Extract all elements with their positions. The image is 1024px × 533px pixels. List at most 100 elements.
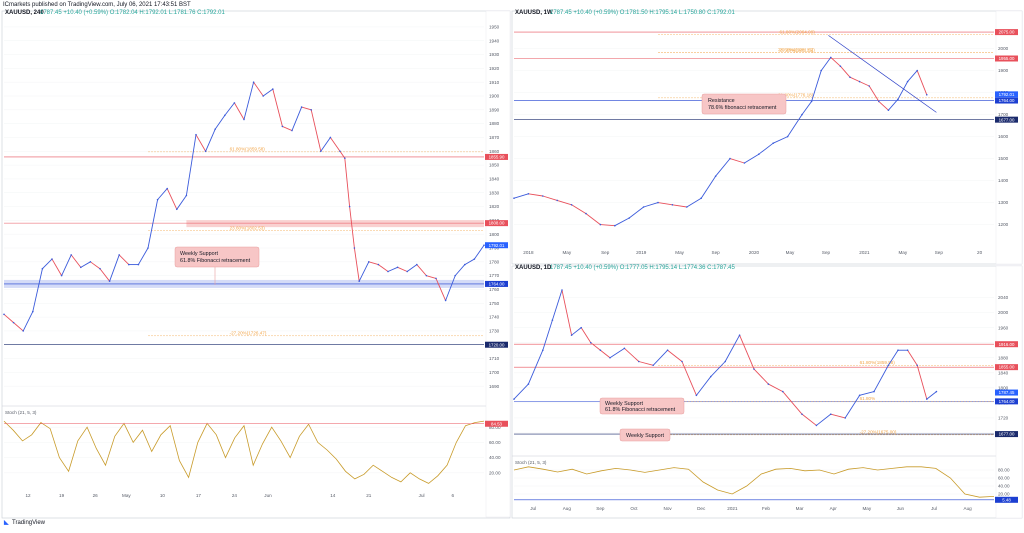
price-point <box>377 263 380 266</box>
level-badge-text: 1720.00 <box>489 342 505 347</box>
stoch-level-text: 84.53 <box>491 421 503 426</box>
stoch-level-text: 5.48 <box>1002 497 1011 502</box>
left-ohlc: 1787.45 +10.40 (+0.59%) O:1782.04 H:1792… <box>40 10 225 16</box>
price-segment <box>157 188 168 200</box>
stoch-tick-label: 20.00 <box>489 470 501 475</box>
price-point <box>700 197 702 199</box>
price-point <box>464 263 466 266</box>
price-segment <box>397 266 408 272</box>
level-badge-text: 1916.00 <box>999 342 1015 347</box>
fib-label: 61.80%(1776.18) <box>778 93 814 98</box>
level-badge-text: 1677.00 <box>999 432 1015 437</box>
price-segment <box>844 395 860 419</box>
price-point <box>609 356 611 359</box>
resistance-zone <box>186 220 484 228</box>
price-segment <box>474 244 485 260</box>
price-segment <box>801 413 817 426</box>
price-point <box>396 266 399 269</box>
price-segment <box>109 254 120 282</box>
price-point <box>358 280 361 282</box>
stoch-tick-label: 80.00 <box>998 468 1010 473</box>
price-point <box>671 204 674 206</box>
price-point <box>878 100 880 103</box>
stoch-tick-label: 40.00 <box>489 455 501 460</box>
stoch-tick-label: 60.00 <box>489 440 501 445</box>
x-tick-label: Sep <box>596 506 605 511</box>
price-point <box>916 69 918 72</box>
price-segment <box>768 383 784 392</box>
price-segment <box>13 322 24 332</box>
y-tick-label: 1900 <box>489 94 500 99</box>
price-segment <box>51 258 62 276</box>
left-time-axis: 12 19 26 May 10 17 24 Jun 14 21 Jul 6 <box>25 493 454 498</box>
price-point <box>858 394 861 397</box>
price-segment <box>320 137 331 152</box>
br-stoch-plot: 20.00 40.00 60.00 80.00 5.48 <box>513 466 1018 503</box>
price-segment <box>195 134 206 152</box>
price-segment <box>528 193 543 197</box>
level-badge <box>995 29 1018 36</box>
x-tick-label: May <box>562 250 571 255</box>
price-segment <box>787 114 803 137</box>
price-point <box>714 175 717 177</box>
price-point <box>542 195 544 197</box>
price-point <box>435 277 437 280</box>
price-point <box>758 153 760 155</box>
y-tick-label: 1500 <box>998 156 1009 161</box>
price-segment <box>816 413 832 426</box>
price-point <box>387 270 389 273</box>
price-segment <box>571 327 582 336</box>
price-segment <box>310 109 322 152</box>
price-point <box>281 125 284 128</box>
price-segment <box>527 350 544 385</box>
price-point <box>12 321 15 324</box>
price-segment <box>859 81 870 87</box>
price-point <box>738 334 741 336</box>
left-price-axis <box>485 10 511 518</box>
stoch-tick-label: 60.00 <box>998 476 1010 481</box>
price-segment <box>907 70 918 82</box>
y-tick-label: 1600 <box>998 134 1009 139</box>
x-tick-label: 2021 <box>727 506 738 511</box>
price-point <box>782 390 784 393</box>
price-point <box>300 106 303 108</box>
x-tick-label: 2021 <box>859 250 870 255</box>
price-point <box>906 80 909 83</box>
price-segment <box>368 261 379 266</box>
left-callout-line1: Weekly Support <box>180 251 218 257</box>
top-right-chart-panel: XAUUSD, 1W 1787.45 +10.40 (+0.59%) O:178… <box>513 10 1023 265</box>
price-point <box>935 390 938 393</box>
y-tick-label: 1710 <box>489 356 500 361</box>
price-point <box>786 135 789 138</box>
price-point <box>810 100 813 103</box>
x-tick-label: May <box>862 506 871 511</box>
price-point <box>614 224 616 227</box>
price-segment <box>580 327 592 343</box>
x-tick-label: Jul <box>931 506 937 511</box>
price-segment <box>147 199 159 249</box>
price-segment <box>672 204 687 208</box>
price-segment <box>696 376 712 396</box>
top-right-panel-frame <box>511 10 1023 265</box>
price-point <box>147 247 149 249</box>
price-segment <box>801 101 812 115</box>
price-segment <box>205 128 216 152</box>
x-tick-label: 19 <box>59 493 65 498</box>
level-badge-text: 1677.00 <box>999 117 1015 122</box>
y-tick-label: 1760 <box>489 287 500 292</box>
price-point <box>686 206 688 208</box>
price-point <box>642 206 645 208</box>
stoch-tick-label: 80.00 <box>489 425 501 430</box>
level-badge-text: 1855.90 <box>489 155 505 160</box>
price-point <box>195 133 197 136</box>
price-point <box>513 197 515 199</box>
price-segment <box>830 413 846 419</box>
x-tick-label: Nov <box>664 506 673 511</box>
left-support-callout <box>174 246 260 268</box>
price-point <box>243 118 245 121</box>
y-tick-label: 2040 <box>998 295 1009 300</box>
price-segment <box>301 106 312 111</box>
y-tick-label: 1700 <box>489 370 500 375</box>
price-segment <box>657 202 673 206</box>
